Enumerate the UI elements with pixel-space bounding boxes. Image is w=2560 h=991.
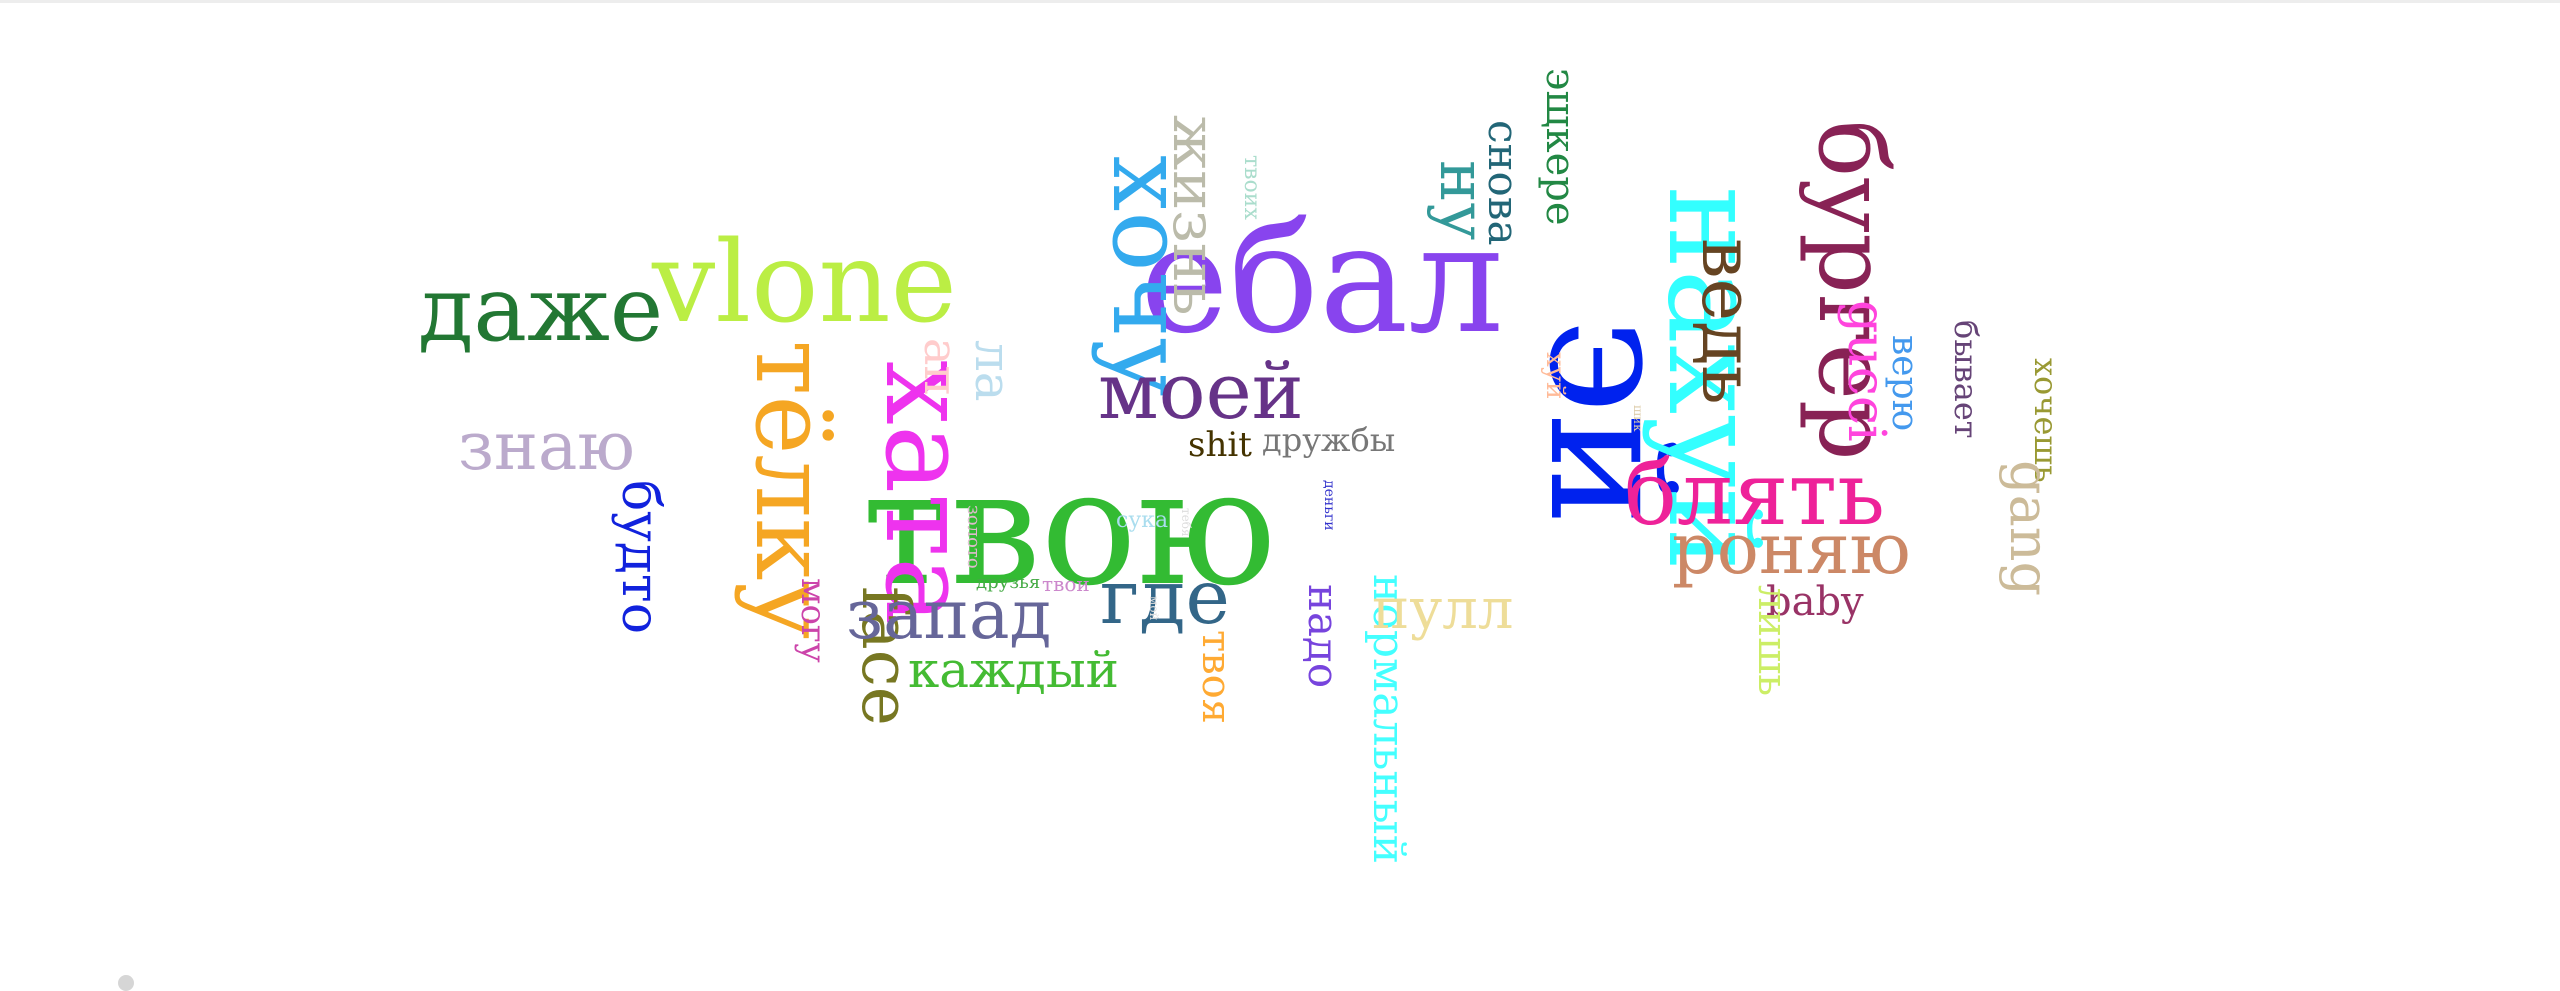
word-moey: моей xyxy=(1098,347,1304,437)
word-tvoih: твоих xyxy=(1239,155,1264,220)
word-pull: пулл xyxy=(1372,577,1514,642)
word-gde: где xyxy=(1100,553,1230,641)
word-snova: снова xyxy=(1479,120,1528,246)
word-nado: надо xyxy=(1299,584,1348,689)
word-eshkere: эщкере xyxy=(1537,68,1583,226)
word-znayu: знаю xyxy=(458,408,635,485)
word-ronyayu: роняю xyxy=(1672,508,1911,590)
word-blyat: блять xyxy=(1624,442,1885,545)
corner-indicator xyxy=(118,975,134,991)
word-moy: мой xyxy=(1147,596,1161,621)
word-zhizn: жизнь xyxy=(1159,115,1229,316)
word-baby: baby xyxy=(1766,579,1864,625)
word-budto: будто xyxy=(610,480,670,634)
word-tvoyu: твою xyxy=(862,434,1277,621)
word-ebal: ебал xyxy=(1140,193,1504,367)
word-shit: shit xyxy=(1188,425,1252,465)
word-shik: шик xyxy=(1631,405,1645,432)
top-divider xyxy=(0,0,2560,3)
word-gang: gang xyxy=(1998,460,2061,597)
word-vlone: vlone xyxy=(652,218,957,348)
word-veryu: верю xyxy=(1884,335,1925,431)
word-suka: сука xyxy=(1116,508,1169,533)
word-tebya: тебя xyxy=(1179,508,1193,537)
word-zapad: запад xyxy=(846,576,1052,655)
word-druzhby: дружбы xyxy=(1262,421,1396,459)
word-kazhdiy: каждый xyxy=(908,641,1119,699)
word-dengi: деньги xyxy=(1321,480,1337,531)
word-lish: лишь xyxy=(1749,585,1795,697)
word-dazhe: даже xyxy=(418,257,664,362)
word-tvoya: твоя xyxy=(1193,630,1239,724)
word-byvaet: бывает xyxy=(1947,320,1985,439)
word-zoloto: золото xyxy=(963,505,984,569)
word-druzya: друзья xyxy=(976,572,1041,593)
word-la: ла xyxy=(964,340,1022,402)
word-ved: ведь xyxy=(1686,238,1770,405)
word-huy: хуй xyxy=(1540,352,1570,400)
word-ap: ап xyxy=(914,338,968,397)
word-mogu: могу xyxy=(793,578,833,663)
word-tvoi: твои xyxy=(1042,572,1090,596)
